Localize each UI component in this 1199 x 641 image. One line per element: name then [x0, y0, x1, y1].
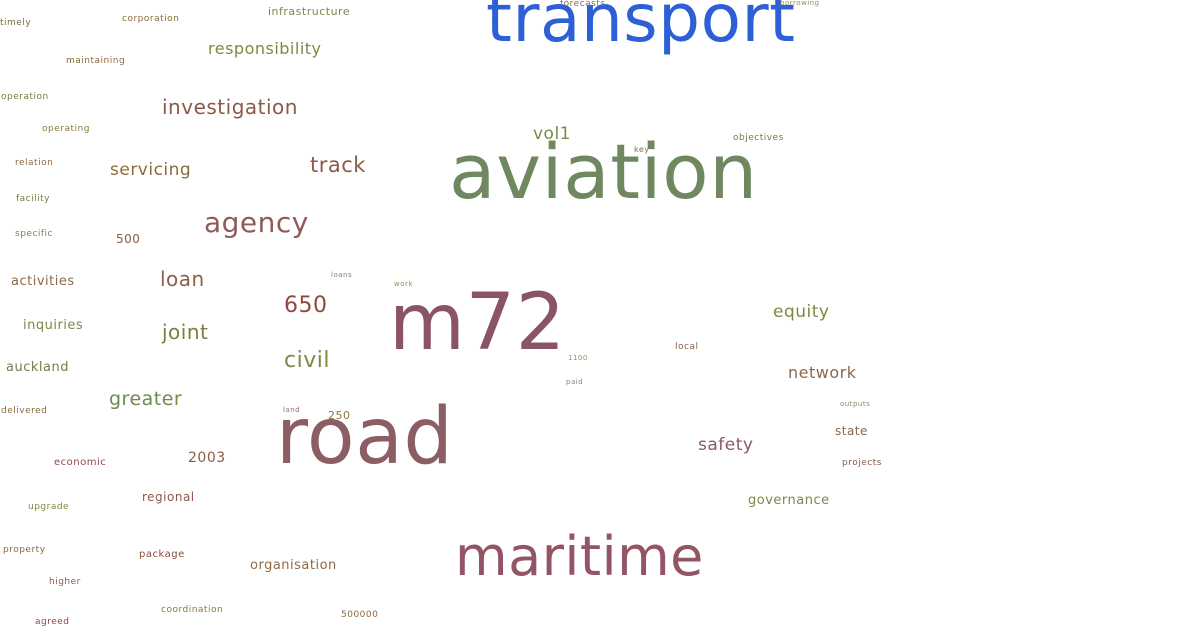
word-higher: higher — [49, 577, 81, 587]
word-organisation: organisation — [250, 558, 337, 573]
word-transport: transport — [486, 0, 796, 57]
word-forecasts: forecasts — [560, 0, 606, 9]
word-relation: relation — [15, 158, 54, 168]
word-safety: safety — [698, 435, 754, 455]
word-economic: economic — [54, 457, 107, 468]
word-greater: greater — [109, 388, 183, 410]
word-2003: 2003 — [188, 450, 226, 466]
word-paid: paid — [566, 378, 584, 386]
word-equity: equity — [773, 302, 830, 322]
word-servicing: servicing — [110, 160, 192, 180]
word-civil: civil — [284, 348, 330, 373]
word-1100: 1100 — [568, 354, 588, 362]
word-aviation: aviation — [449, 127, 758, 216]
word-timely: timely — [0, 18, 32, 28]
word-track: track — [310, 153, 366, 177]
word-investigation: investigation — [162, 95, 298, 119]
word-agreed: agreed — [35, 617, 70, 627]
word-500: 500 — [116, 232, 141, 246]
word-upgrade: upgrade — [28, 502, 70, 512]
word-m72: m72 — [389, 278, 566, 368]
word-borrowing: borrowing — [780, 0, 820, 7]
word-specific: specific — [15, 229, 54, 239]
word-corporation: corporation — [122, 14, 180, 24]
word-infrastructure: infrastructure — [268, 5, 351, 18]
word-property: property — [3, 545, 46, 555]
word-objectives: objectives — [733, 133, 784, 143]
word-auckland: auckland — [6, 360, 69, 375]
word-outputs: outputs — [840, 400, 871, 408]
word-network: network — [788, 363, 857, 382]
word-joint: joint — [162, 320, 209, 344]
word-500000: 500000 — [341, 610, 379, 620]
word-loan: loan — [160, 267, 205, 291]
word-local: local — [675, 342, 699, 352]
word-state: state — [835, 424, 868, 438]
word-operation: operation — [1, 92, 49, 102]
word-operating: operating — [42, 124, 90, 134]
word-facility: facility — [16, 194, 50, 204]
word-vol1: vol1 — [533, 124, 572, 144]
word-agency: agency — [204, 206, 309, 239]
word-responsibility: responsibility — [208, 39, 322, 58]
word-650: 650 — [284, 293, 328, 318]
word-key: key — [634, 145, 650, 154]
word-land: land — [283, 406, 301, 414]
word-road: road — [276, 392, 454, 482]
word-loans: loans — [331, 271, 353, 279]
word-250: 250 — [328, 409, 351, 422]
word-maintaining: maintaining — [66, 56, 126, 66]
word-regional: regional — [142, 490, 195, 504]
word-coordination: coordination — [161, 605, 224, 615]
word-package: package — [139, 549, 185, 560]
word-inquiries: inquiries — [23, 318, 84, 333]
word-governance: governance — [748, 493, 830, 508]
word-delivered: delivered — [1, 406, 48, 416]
word-work: work — [394, 280, 413, 288]
word-maritime: maritime — [455, 525, 704, 588]
word-projects: projects — [842, 458, 882, 468]
word-activities: activities — [11, 274, 75, 289]
